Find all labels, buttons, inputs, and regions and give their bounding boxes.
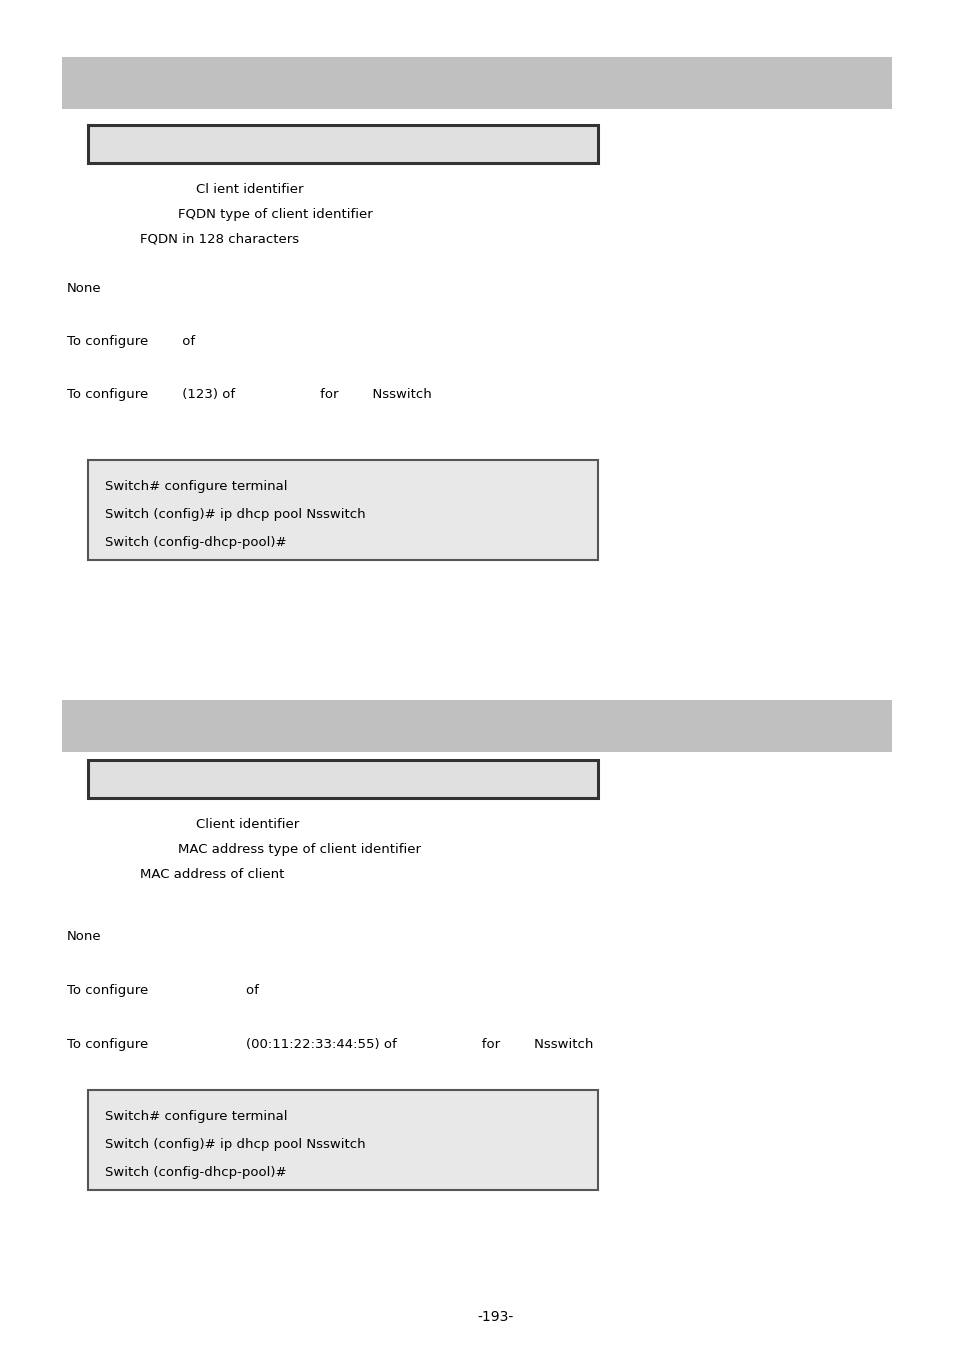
Text: To configure        (123) of                    for        Nsswitch: To configure (123) of for Nsswitch: [67, 387, 432, 401]
Bar: [62, 57, 891, 109]
Text: Switch (config-dhcp-pool)#: Switch (config-dhcp-pool)#: [105, 1166, 286, 1179]
Text: Client identifier: Client identifier: [195, 818, 299, 832]
Text: FQDN in 128 characters: FQDN in 128 characters: [140, 234, 299, 246]
Bar: [88, 760, 598, 798]
Text: Switch (config-dhcp-pool)#: Switch (config-dhcp-pool)#: [105, 536, 286, 549]
Text: Switch# configure terminal: Switch# configure terminal: [105, 481, 287, 493]
Bar: [88, 126, 598, 163]
Bar: [88, 1089, 598, 1189]
Text: Cl ient identifier: Cl ient identifier: [195, 184, 303, 196]
Text: Switch (config)# ip dhcp pool Nsswitch: Switch (config)# ip dhcp pool Nsswitch: [105, 1138, 365, 1152]
Text: Switch# configure terminal: Switch# configure terminal: [105, 1110, 287, 1123]
Bar: [88, 460, 598, 560]
Bar: [62, 701, 891, 752]
Text: To configure        of: To configure of: [67, 335, 195, 348]
Text: None: None: [67, 282, 102, 296]
Text: MAC address of client: MAC address of client: [140, 868, 284, 882]
Text: None: None: [67, 930, 102, 944]
Text: Switch (config)# ip dhcp pool Nsswitch: Switch (config)# ip dhcp pool Nsswitch: [105, 508, 365, 521]
Text: To configure                       (00:11:22:33:44:55) of                    for: To configure (00:11:22:33:44:55) of for: [67, 1038, 593, 1052]
Text: FQDN type of client identifier: FQDN type of client identifier: [178, 208, 373, 221]
Text: MAC address type of client identifier: MAC address type of client identifier: [178, 842, 420, 856]
Text: To configure                       of: To configure of: [67, 984, 258, 998]
Text: -193-: -193-: [476, 1310, 513, 1324]
